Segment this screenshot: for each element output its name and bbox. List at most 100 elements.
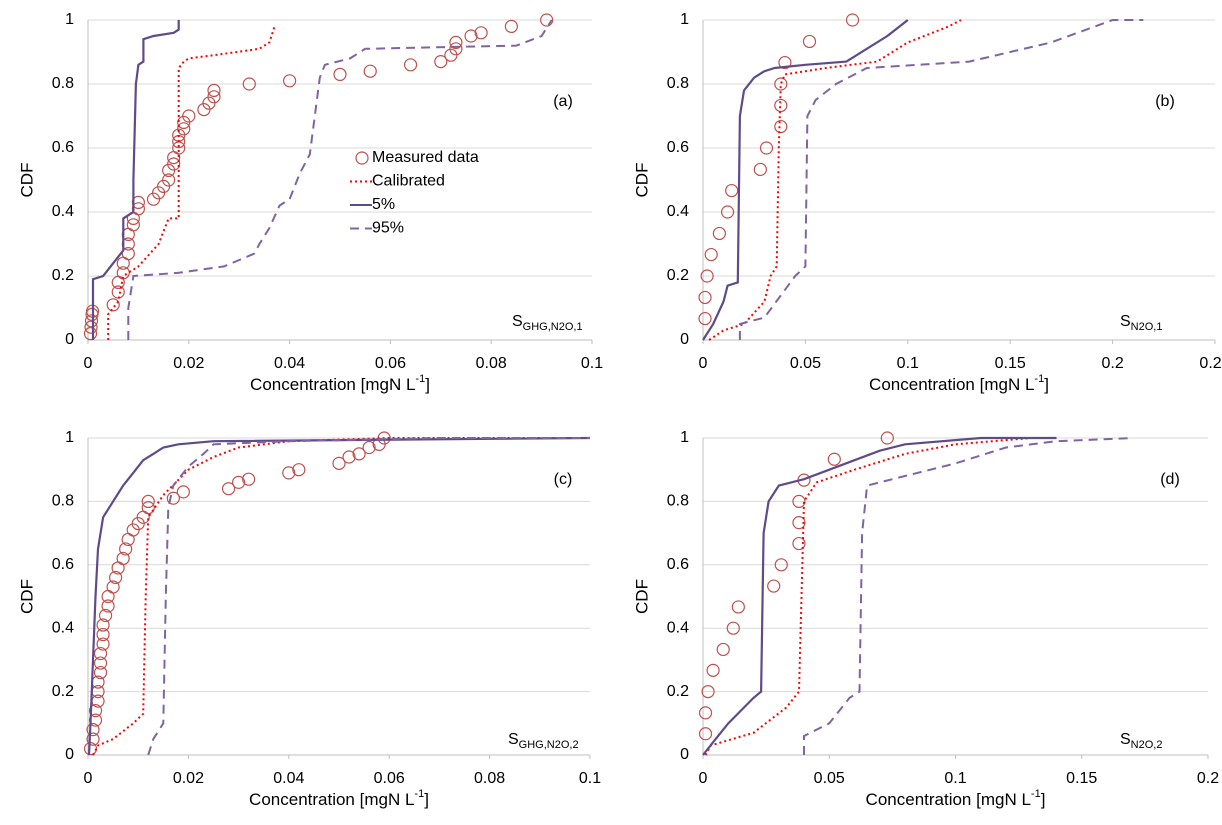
cdf-line — [708, 19, 962, 341]
x-axis-title-end: ] — [1041, 790, 1046, 809]
data-point — [207, 90, 221, 104]
data-point — [706, 663, 720, 677]
y-tick-label: 0.4 — [52, 619, 74, 636]
x-tick-label: 0.05 — [814, 770, 845, 787]
data-point — [792, 516, 806, 530]
x-tick-label: 0.04 — [274, 355, 305, 372]
data-point — [774, 77, 788, 91]
data-point — [96, 627, 110, 642]
x-axis-title: Concentration [mgN L-1] — [249, 788, 429, 810]
legend-label: Calibrated — [372, 173, 445, 190]
y-tick-label: 1 — [680, 11, 689, 28]
data-point — [333, 67, 347, 82]
data-point — [106, 298, 120, 312]
data-point — [282, 466, 296, 480]
data-point — [880, 431, 894, 445]
data-point — [93, 665, 108, 680]
annotation: SN2O,1 — [1120, 313, 1162, 333]
y-tick-label: 1 — [680, 429, 689, 446]
data-point — [362, 440, 376, 455]
annotation-sub: N2O,2 — [1131, 739, 1163, 751]
cdf-line — [147, 437, 590, 756]
data-point — [759, 141, 774, 155]
data-point — [207, 83, 221, 98]
data-point — [98, 608, 113, 623]
data-point — [182, 109, 196, 123]
data-point — [700, 269, 714, 283]
data-point — [84, 320, 98, 334]
data-point — [242, 77, 256, 91]
data-point — [176, 485, 190, 499]
data-point — [88, 704, 103, 718]
data-point — [774, 98, 788, 113]
x-axis-title-end: ] — [425, 375, 430, 394]
y-tick-label: 0.2 — [52, 267, 74, 284]
legend-label: 95% — [372, 220, 404, 237]
data-point — [221, 482, 236, 496]
x-axis-title-text: Concentration [mgN L — [866, 790, 1031, 809]
y-tick-label: 0.8 — [667, 75, 689, 92]
y-tick-label: 0 — [65, 331, 74, 348]
data-point — [792, 494, 806, 508]
data-point — [86, 723, 100, 737]
data-point — [792, 536, 806, 551]
x-tick-label: 0.15 — [1066, 770, 1097, 787]
annotation-main: S — [1120, 731, 1131, 748]
x-tick-label: 0.1 — [944, 770, 966, 787]
legend-label: 5% — [372, 196, 395, 213]
data-point — [540, 13, 554, 27]
y-tick-label: 0.4 — [52, 203, 74, 220]
data-point — [283, 74, 297, 88]
x-axis-title: Concentration [mgN L-1] — [866, 788, 1046, 810]
data-point — [292, 463, 306, 477]
data-point — [731, 600, 745, 614]
data-point — [434, 54, 448, 69]
panel-label: (d) — [1160, 471, 1180, 488]
annotation-main: S — [1120, 313, 1131, 330]
data-point — [827, 452, 841, 466]
y-tick-label: 0.2 — [667, 267, 689, 284]
x-tick-label: 0.02 — [173, 770, 204, 787]
x-tick-label: 0.08 — [474, 770, 505, 787]
y-tick-label: 0.2 — [667, 683, 689, 700]
x-tick-label: 0.06 — [374, 770, 405, 787]
data-point — [698, 727, 713, 741]
data-point — [802, 34, 817, 49]
cdf-line — [92, 437, 590, 756]
x-tick-label: 0.08 — [476, 355, 507, 372]
data-point — [93, 646, 108, 661]
y-tick-label: 0.8 — [52, 75, 74, 92]
y-axis-title: CDF — [632, 579, 651, 614]
data-point — [172, 141, 186, 155]
data-point — [111, 285, 125, 299]
y-tick-label: 0.6 — [52, 139, 74, 156]
cdf-line — [127, 19, 553, 340]
annotation-sub: GHG,N2O,1 — [523, 321, 583, 333]
x-tick-label: 0.1 — [579, 770, 601, 787]
data-point — [93, 656, 108, 670]
x-tick-label: 0.15 — [995, 355, 1026, 372]
data-point — [352, 447, 366, 461]
x-tick-label: 0 — [84, 355, 93, 372]
data-point — [119, 542, 133, 556]
y-tick-label: 1 — [65, 11, 74, 28]
legend-label: Measured data — [372, 149, 479, 166]
data-point — [845, 13, 860, 27]
x-tick-label: 0.1 — [897, 355, 919, 372]
y-tick-label: 0.6 — [52, 556, 74, 573]
x-axis-title-text: Concentration [mgN L — [250, 375, 415, 394]
annotation: SGHG,N2O,1 — [512, 313, 583, 333]
x-axis-title-end: ] — [424, 790, 429, 809]
cdf-line — [107, 26, 276, 340]
data-point — [449, 42, 463, 56]
y-tick-label: 0.8 — [667, 493, 689, 510]
x-axis-title-sup: -1 — [1031, 788, 1041, 800]
x-tick-label: 0.05 — [790, 355, 821, 372]
data-point — [774, 558, 788, 572]
annotation-main: S — [512, 313, 523, 330]
data-point — [167, 157, 181, 171]
panel-label: (c) — [554, 471, 573, 488]
y-axis-title: CDF — [17, 163, 36, 198]
data-point — [109, 570, 123, 585]
